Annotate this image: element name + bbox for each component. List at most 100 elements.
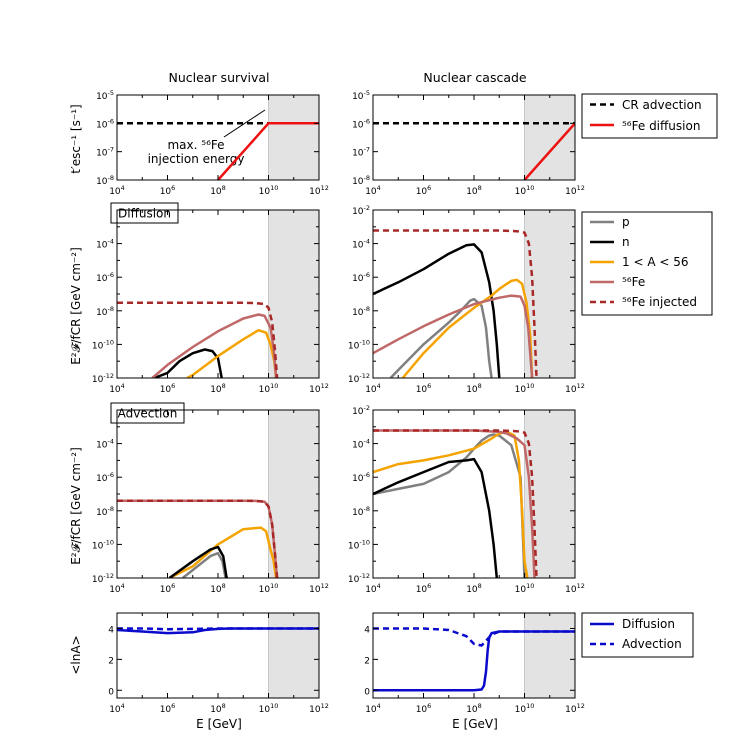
series-1-a-56 xyxy=(401,278,534,378)
series-group xyxy=(117,499,279,578)
series-1-a-56 xyxy=(168,526,278,578)
rate-ylabel: t′esc⁻¹ [s⁻¹] xyxy=(69,104,83,173)
series-n xyxy=(373,457,499,578)
x-tick-label: 108 xyxy=(210,582,226,595)
x-tick-label: 106 xyxy=(160,382,176,395)
x-tick-label: 1012 xyxy=(565,702,585,715)
panel-flux-diffusion-survival: 104 106 108 1010 1012 10-12 10-10 10-8 10-6 10-4 xyxy=(92,209,329,395)
x-tick-label: 104 xyxy=(109,382,125,395)
series-p xyxy=(389,297,493,378)
legend-flux-label-0: p xyxy=(622,215,630,229)
y-tick-label: 10-4 xyxy=(352,438,370,451)
panel-flux-diffusion-cascade: 104 106 108 1010 1012 10-12 10-10 10-8 10-6 10-4 1… xyxy=(348,204,585,395)
x-tick-label: 1012 xyxy=(565,382,585,395)
x-tick-label: 1012 xyxy=(565,184,585,197)
panel-rate-cascade: 104 106 108 1010 1012 10-8 10-7 10-6 10-5 xyxy=(352,89,585,197)
x-tick-label: 106 xyxy=(160,184,176,197)
y-tick-label: 10-8 xyxy=(96,305,114,318)
y-tick-label: 0 xyxy=(364,687,370,697)
y-tick-label: 4 xyxy=(364,625,370,635)
series-56fe-injected xyxy=(117,301,279,378)
series-56fe-injected xyxy=(117,499,279,578)
x-tick-label: 1010 xyxy=(259,184,279,197)
panel-lnA-cascade: 104 106 108 1010 1012 0 2 4 xyxy=(364,612,585,715)
xlabel-survival: E [GeV] xyxy=(196,717,242,731)
y-tick-label: 4 xyxy=(108,625,114,635)
legend-lnA-label-0: Diffusion xyxy=(622,617,675,631)
series-n xyxy=(168,545,228,578)
series-56fe xyxy=(151,313,278,378)
x-tick-label: 1012 xyxy=(309,382,329,395)
series-56fe-injected xyxy=(373,229,538,378)
flux-ylabel-advection: E²𝓕/fCR [GeV cm⁻²] xyxy=(69,447,83,565)
x-tick-label: 1012 xyxy=(309,702,329,715)
series-56fe-diffusion xyxy=(217,122,319,180)
x-tick-label: 104 xyxy=(365,382,381,395)
y-tick-label: 10-8 xyxy=(96,505,114,518)
x-tick-label: 108 xyxy=(466,702,482,715)
x-tick-label: 1010 xyxy=(259,382,279,395)
y-tick-label: 10-10 xyxy=(92,538,114,551)
row-box-advection: Advection xyxy=(110,402,185,424)
x-tick-label: 106 xyxy=(416,582,432,595)
legend-flux-label-3: ⁵⁶Fe xyxy=(622,275,645,289)
y-tick-label: 10-6 xyxy=(96,117,114,130)
y-tick-label: 10-10 xyxy=(348,338,370,351)
y-tick-label: 10-6 xyxy=(352,117,370,130)
annotation-line1: max. ⁵⁶Fe xyxy=(167,138,224,152)
x-tick-label: 1010 xyxy=(515,582,535,595)
xlabel-cascade: E [GeV] xyxy=(452,717,498,731)
series-1-a-56 xyxy=(373,430,529,578)
legend-lnA: Diffusion Advection xyxy=(581,612,694,658)
series-group xyxy=(373,122,575,180)
shaded-region xyxy=(524,613,575,698)
x-tick-label: 108 xyxy=(210,702,226,715)
shaded-region xyxy=(268,95,319,180)
legend-flux-label-1: n xyxy=(622,235,630,249)
x-tick-label: 106 xyxy=(160,702,176,715)
x-tick-label: 104 xyxy=(109,702,125,715)
y-tick-label: 2 xyxy=(108,656,114,666)
series-p xyxy=(373,433,526,578)
shaded-region xyxy=(524,95,575,180)
x-tick-label: 1010 xyxy=(515,702,535,715)
x-tick-label: 108 xyxy=(466,582,482,595)
x-tick-label: 108 xyxy=(210,382,226,395)
y-tick-label: 10-6 xyxy=(96,471,114,484)
annotation-line2: injection energy xyxy=(148,152,245,166)
panel-lnA-survival: 104 106 108 1010 1012 0 2 4 xyxy=(108,612,329,715)
series-advection xyxy=(117,627,319,631)
panel-rate-survival: 104 106 108 1010 1012 10-8 10-7 10-6 10-5 xyxy=(96,89,329,197)
x-tick-label: 1010 xyxy=(259,702,279,715)
legend-rate: CR advection ⁵⁶Fe diffusion xyxy=(581,93,718,139)
series-56fe-diffusion xyxy=(523,122,575,180)
shaded-region xyxy=(268,613,319,698)
series-group xyxy=(373,229,538,378)
series-1-a-56 xyxy=(186,328,278,378)
legend-flux-label-4: ⁵⁶Fe injected xyxy=(622,295,697,309)
x-tick-label: 106 xyxy=(416,184,432,197)
series-n xyxy=(373,243,501,378)
y-tick-label: 10-8 xyxy=(96,174,114,187)
y-tick-label: 0 xyxy=(108,687,114,697)
series-advection xyxy=(373,627,575,647)
panel-flux-advection-cascade: 104 106 108 1010 1012 10-12 10-10 10-8 10-6 10-4 1… xyxy=(348,404,585,595)
series-56fe xyxy=(373,294,534,378)
flux-ylabel-diffusion: E²𝓕/fCR [GeV cm⁻²] xyxy=(69,247,83,365)
y-tick-label: 10-5 xyxy=(352,89,370,102)
x-tick-label: 1012 xyxy=(309,582,329,595)
x-tick-label: 108 xyxy=(210,184,226,197)
series-group xyxy=(373,429,538,578)
y-tick-label: 10-8 xyxy=(352,174,370,187)
y-tick-label: 10-12 xyxy=(92,372,114,385)
x-tick-label: 108 xyxy=(466,184,482,197)
y-tick-label: 10-12 xyxy=(348,372,370,385)
y-tick-label: 10-6 xyxy=(352,271,370,284)
panel-flux-advection-survival: 104 106 108 1010 1012 10-12 10-10 10-8 10-6 10-4 xyxy=(92,409,329,595)
y-tick-label: 10-7 xyxy=(352,146,370,159)
y-tick-label: 2 xyxy=(364,656,370,666)
series-group xyxy=(117,122,319,180)
x-tick-label: 1012 xyxy=(309,184,329,197)
